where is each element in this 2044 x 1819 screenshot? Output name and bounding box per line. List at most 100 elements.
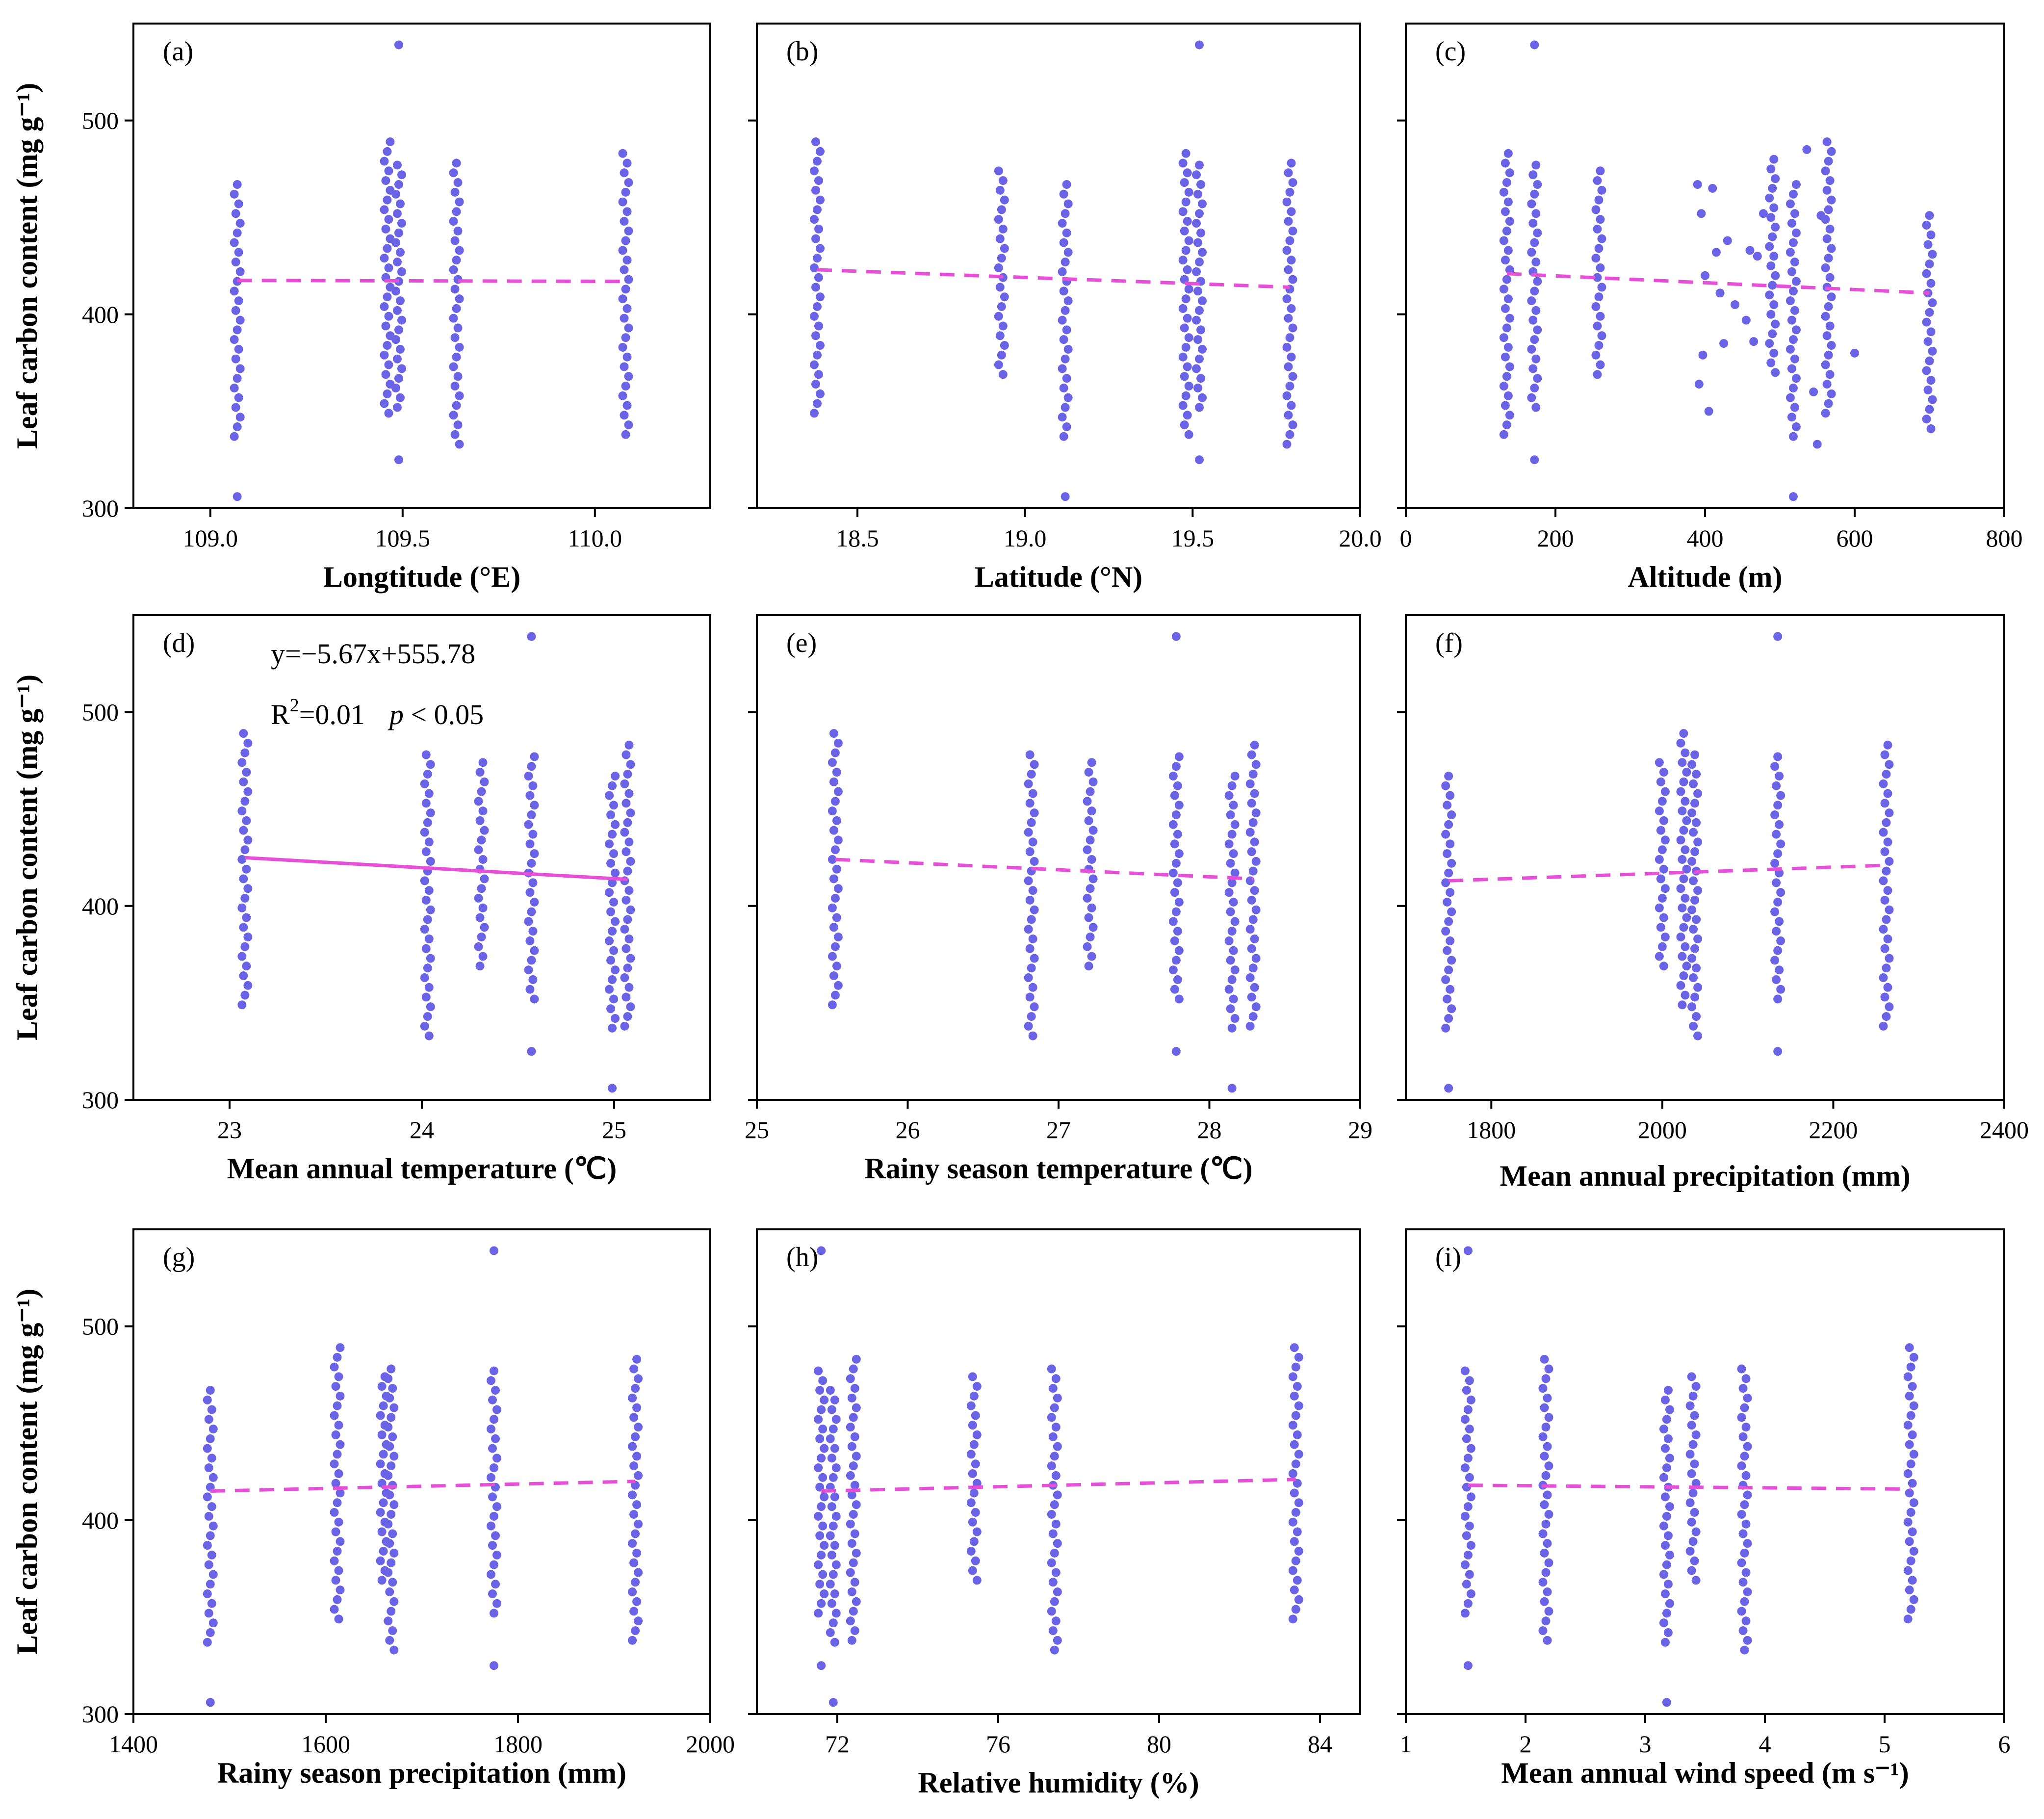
data-point xyxy=(621,799,631,808)
data-point xyxy=(334,1421,343,1430)
data-point xyxy=(1719,339,1729,348)
data-point xyxy=(852,1354,861,1364)
data-point xyxy=(449,362,458,371)
data-point xyxy=(997,205,1006,214)
data-point xyxy=(1465,1376,1474,1385)
data-point xyxy=(1248,915,1258,924)
data-point xyxy=(1288,1614,1297,1624)
data-point xyxy=(830,990,840,1000)
data-point xyxy=(1028,1031,1037,1040)
data-point xyxy=(1880,895,1889,905)
data-point xyxy=(1288,226,1297,235)
data-point xyxy=(424,886,434,895)
panel-label: (e) xyxy=(786,628,817,658)
data-point xyxy=(243,787,253,796)
data-point xyxy=(1678,903,1687,912)
data-point xyxy=(1656,923,1665,932)
data-point xyxy=(1503,246,1513,255)
data-point xyxy=(1678,855,1687,864)
data-point xyxy=(449,411,458,420)
data-point xyxy=(1441,830,1450,839)
data-point xyxy=(634,1568,643,1577)
data-point xyxy=(426,808,435,818)
data-point xyxy=(1053,1539,1062,1548)
data-point xyxy=(620,411,629,420)
data-point xyxy=(426,905,435,914)
data-point xyxy=(606,907,616,916)
data-point xyxy=(394,325,403,335)
data-point xyxy=(1765,193,1774,203)
data-point xyxy=(1047,1461,1056,1471)
data-point xyxy=(1168,772,1178,781)
data-point xyxy=(1245,1021,1255,1031)
data-point xyxy=(827,1599,836,1608)
data-point xyxy=(1230,965,1240,975)
data-point xyxy=(852,1548,861,1558)
data-point xyxy=(1923,337,1933,346)
data-point xyxy=(608,1023,617,1033)
data-point xyxy=(1788,189,1798,199)
data-point xyxy=(389,1548,399,1558)
data-point xyxy=(1287,352,1296,362)
x-tick-label: 23 xyxy=(217,1116,242,1143)
panel-label: (b) xyxy=(786,36,818,67)
data-point xyxy=(1925,308,1934,317)
data-point xyxy=(994,215,1003,224)
data-point xyxy=(377,1527,387,1536)
data-point xyxy=(814,1463,823,1473)
data-point xyxy=(242,913,251,922)
data-point xyxy=(810,360,819,369)
data-point xyxy=(1596,166,1605,176)
data-point xyxy=(1224,888,1234,897)
data-point xyxy=(1773,946,1783,955)
data-point xyxy=(474,845,483,855)
data-point xyxy=(450,430,460,439)
data-point xyxy=(1251,954,1261,963)
data-point xyxy=(1827,244,1836,253)
data-point xyxy=(475,816,485,825)
data-point xyxy=(1192,219,1201,228)
data-point xyxy=(1171,956,1181,965)
data-point xyxy=(1596,263,1605,272)
data-point xyxy=(237,952,247,961)
data-point xyxy=(206,1580,215,1589)
data-point xyxy=(424,1031,434,1040)
data-point xyxy=(383,389,392,398)
data-point xyxy=(1791,277,1801,286)
data-point xyxy=(1087,903,1096,912)
data-point xyxy=(1058,219,1067,228)
data-point xyxy=(1704,407,1713,416)
data-point xyxy=(1691,1576,1701,1585)
data-point xyxy=(449,313,458,323)
data-point xyxy=(816,292,825,302)
data-point xyxy=(1687,1566,1696,1575)
data-point xyxy=(1446,839,1455,849)
data-point xyxy=(1685,1498,1695,1507)
data-point xyxy=(388,1578,397,1587)
data-point xyxy=(609,897,619,907)
data-point xyxy=(624,789,634,798)
data-point xyxy=(1687,1002,1697,1012)
data-point xyxy=(1663,1580,1673,1589)
data-point xyxy=(628,1393,637,1403)
data-point xyxy=(1905,1488,1914,1498)
data-point xyxy=(1540,1354,1549,1364)
data-point xyxy=(1540,1548,1549,1558)
data-point xyxy=(1291,1605,1300,1614)
data-point xyxy=(491,1386,500,1395)
data-point xyxy=(1690,1556,1699,1565)
data-point xyxy=(1681,797,1690,806)
data-point xyxy=(389,1500,399,1509)
data-point xyxy=(1741,1423,1751,1432)
data-point xyxy=(1788,238,1798,247)
data-point xyxy=(334,1614,343,1624)
data-point xyxy=(830,1589,839,1598)
data-point xyxy=(1925,211,1934,220)
data-point xyxy=(395,393,405,402)
data-point xyxy=(1291,1556,1300,1565)
data-point-outlier xyxy=(1463,1246,1473,1255)
x-tick-label: 400 xyxy=(1687,524,1724,552)
data-point xyxy=(383,195,392,205)
data-point xyxy=(818,1425,828,1434)
data-point xyxy=(1466,1395,1475,1404)
